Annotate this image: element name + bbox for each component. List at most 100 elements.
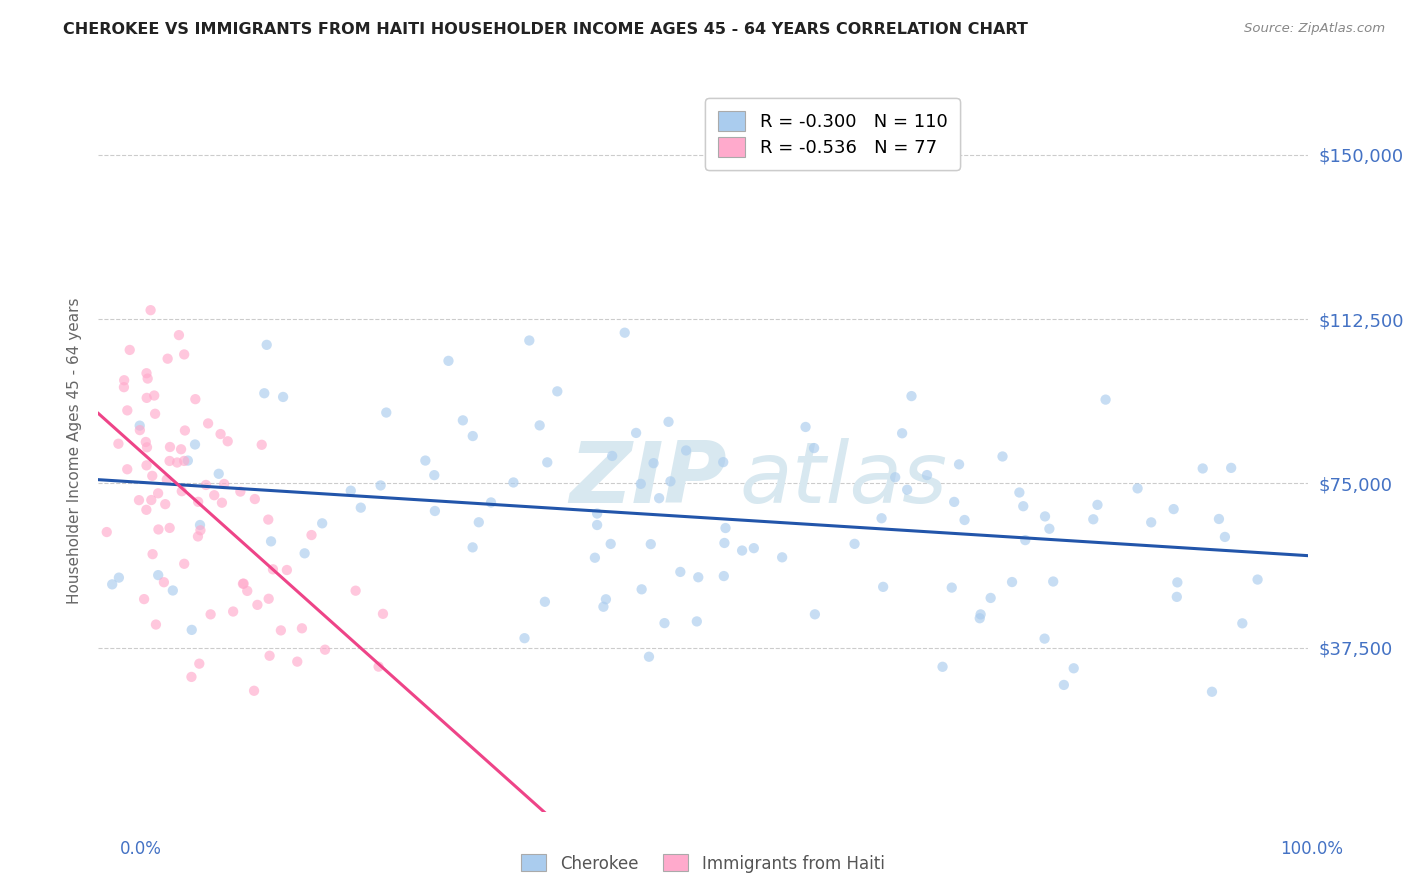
Point	[1191, 461, 1213, 475]
Point	[253, 386, 276, 401]
Y-axis label: Householder Income Ages 45 - 64 years: Householder Income Ages 45 - 64 years	[66, 297, 82, 604]
Point	[270, 624, 292, 638]
Point	[188, 518, 211, 533]
Point	[190, 523, 212, 537]
Point	[415, 453, 437, 467]
Point	[640, 537, 662, 551]
Point	[1213, 530, 1236, 544]
Point	[643, 456, 665, 470]
Point	[148, 568, 170, 582]
Point	[884, 470, 907, 484]
Point	[1042, 574, 1064, 589]
Point	[592, 599, 614, 614]
Point	[600, 449, 623, 463]
Point	[141, 468, 163, 483]
Point	[167, 328, 190, 343]
Point	[118, 343, 141, 357]
Point	[166, 456, 188, 470]
Point	[128, 493, 150, 508]
Point	[1012, 499, 1035, 513]
Point	[437, 354, 460, 368]
Point	[423, 504, 446, 518]
Point	[136, 371, 159, 385]
Point	[468, 515, 491, 529]
Point	[344, 583, 367, 598]
Point	[135, 458, 157, 473]
Point	[236, 583, 259, 598]
Point	[1033, 632, 1056, 646]
Point	[141, 493, 163, 508]
Point	[112, 373, 135, 387]
Point	[517, 334, 540, 348]
Point	[184, 437, 207, 451]
Point	[675, 443, 697, 458]
Point	[451, 413, 474, 427]
Point	[156, 473, 179, 487]
Point	[1008, 485, 1031, 500]
Point	[257, 591, 280, 606]
Point	[714, 521, 737, 535]
Point	[222, 605, 245, 619]
Point	[630, 582, 652, 597]
Point	[943, 495, 966, 509]
Point	[314, 642, 336, 657]
Point	[1220, 461, 1243, 475]
Point	[135, 366, 157, 380]
Point	[536, 455, 558, 469]
Point	[370, 478, 392, 492]
Point	[624, 425, 647, 440]
Point	[139, 303, 162, 318]
Point	[1208, 512, 1230, 526]
Point	[599, 537, 621, 551]
Point	[896, 483, 918, 497]
Point	[187, 495, 209, 509]
Point	[941, 581, 963, 595]
Point	[657, 415, 679, 429]
Point	[243, 683, 266, 698]
Point	[194, 478, 217, 492]
Point	[153, 575, 176, 590]
Point	[969, 607, 991, 622]
Point	[146, 486, 169, 500]
Point	[136, 440, 159, 454]
Point	[145, 617, 167, 632]
Point	[188, 657, 211, 671]
Point	[197, 417, 219, 431]
Point	[1063, 661, 1085, 675]
Point	[311, 516, 333, 531]
Point	[211, 496, 233, 510]
Point	[1232, 616, 1254, 631]
Point	[260, 534, 283, 549]
Point	[159, 440, 181, 454]
Point	[1246, 573, 1268, 587]
Point	[630, 476, 652, 491]
Point	[461, 429, 484, 443]
Point	[180, 670, 202, 684]
Point	[96, 524, 118, 539]
Text: ZIP: ZIP	[569, 438, 727, 521]
Point	[1126, 482, 1149, 496]
Point	[583, 550, 606, 565]
Point	[170, 484, 193, 499]
Point	[969, 611, 991, 625]
Text: 100.0%: 100.0%	[1279, 840, 1343, 858]
Point	[595, 592, 617, 607]
Point	[132, 592, 155, 607]
Point	[271, 390, 294, 404]
Text: CHEROKEE VS IMMIGRANTS FROM HAITI HOUSEHOLDER INCOME AGES 45 - 64 YEARS CORRELAT: CHEROKEE VS IMMIGRANTS FROM HAITI HOUSEH…	[63, 22, 1028, 37]
Point	[980, 591, 1002, 605]
Point	[1166, 575, 1188, 590]
Point	[173, 347, 195, 361]
Point	[208, 467, 231, 481]
Point	[200, 607, 222, 622]
Point	[246, 598, 269, 612]
Point	[1053, 678, 1076, 692]
Point	[162, 583, 184, 598]
Point	[202, 488, 225, 502]
Point	[174, 424, 197, 438]
Point	[117, 403, 139, 417]
Point	[135, 434, 157, 449]
Point	[1014, 533, 1036, 548]
Point	[742, 541, 765, 556]
Point	[148, 523, 170, 537]
